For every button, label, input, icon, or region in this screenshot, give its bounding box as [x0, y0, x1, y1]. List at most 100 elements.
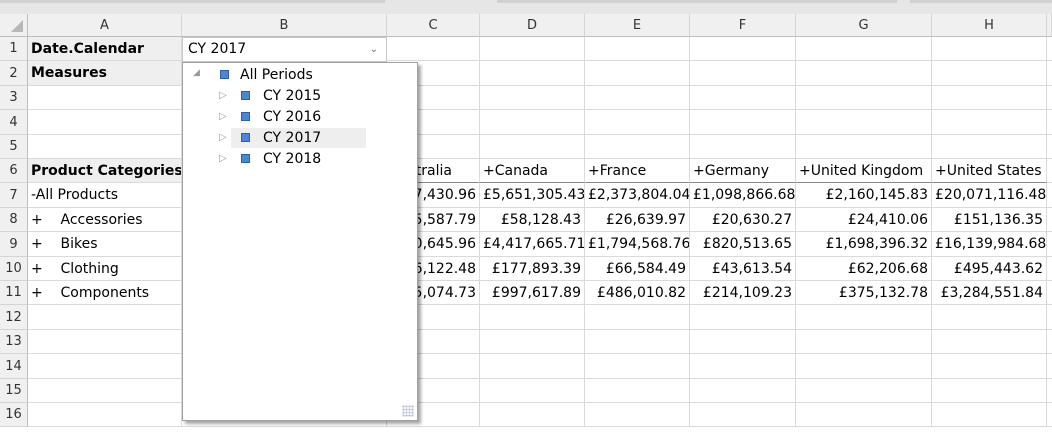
cell[interactable]	[932, 86, 1047, 110]
row-header-2[interactable]: 2	[0, 61, 28, 86]
cell-a2[interactable]: Measures	[28, 61, 182, 86]
cell[interactable]	[796, 37, 932, 61]
cell-e6[interactable]: +France	[585, 159, 690, 183]
cell[interactable]	[1047, 354, 1052, 379]
row-header-6[interactable]: 6	[0, 159, 28, 183]
cell[interactable]	[585, 403, 690, 427]
cell-e10[interactable]: £66,584.49	[585, 257, 690, 281]
cell[interactable]	[585, 110, 690, 135]
cell-d9[interactable]: £4,417,665.71	[480, 232, 585, 257]
cell[interactable]	[1047, 379, 1052, 403]
cell[interactable]	[796, 61, 932, 86]
cell-g11[interactable]: £375,132.78	[796, 281, 932, 305]
cell[interactable]	[1047, 86, 1052, 110]
cell-g8[interactable]: £24,410.06	[796, 208, 932, 232]
cell[interactable]	[480, 86, 585, 110]
cell[interactable]	[1047, 330, 1052, 354]
cell-c11[interactable]: 5,074.73	[387, 281, 480, 305]
cell-a6[interactable]: Product Categories	[28, 159, 182, 183]
cell[interactable]	[387, 379, 480, 403]
select-all-button[interactable]	[0, 14, 28, 37]
cell-e8[interactable]: £26,639.97	[585, 208, 690, 232]
row-header-12[interactable]: 12	[0, 305, 28, 330]
cell[interactable]	[480, 403, 585, 427]
cell-c7[interactable]: 7,430.96	[387, 183, 480, 208]
cell-f6[interactable]: +Germany	[690, 159, 796, 183]
expand-triangle-icon[interactable]: ▷	[219, 132, 227, 143]
expand-triangle-icon[interactable]: ▷	[219, 111, 227, 122]
row-header-8[interactable]: 8	[0, 208, 28, 232]
cell-e11[interactable]: £486,010.82	[585, 281, 690, 305]
cell-a11[interactable]: + Components	[28, 281, 182, 305]
cell[interactable]	[1047, 403, 1052, 427]
tree-item-cy-2015[interactable]: ▷ CY 2015	[219, 86, 366, 106]
cell[interactable]	[796, 110, 932, 135]
column-header-c[interactable]: C	[387, 14, 480, 37]
cell[interactable]	[1047, 208, 1052, 232]
cell-a1[interactable]: Date.Calendar	[28, 37, 182, 61]
column-header-d[interactable]: D	[480, 14, 585, 37]
cell[interactable]	[387, 61, 480, 86]
column-header-next[interactable]	[1047, 14, 1052, 37]
cell[interactable]	[796, 379, 932, 403]
cell[interactable]	[932, 379, 1047, 403]
cell[interactable]	[932, 135, 1047, 159]
cell[interactable]	[387, 86, 480, 110]
cell[interactable]	[28, 110, 182, 135]
cell-h9[interactable]: £16,139,984.68	[932, 232, 1047, 257]
cell-e9[interactable]: £1,794,568.76	[585, 232, 690, 257]
cell-f10[interactable]: £43,613.54	[690, 257, 796, 281]
cell[interactable]	[585, 305, 690, 330]
tree-item-cy-2017[interactable]: ▷ CY 2017	[219, 128, 366, 148]
cell[interactable]	[1047, 183, 1052, 208]
cell[interactable]	[932, 61, 1047, 86]
cell[interactable]	[1047, 305, 1052, 330]
cell-c8[interactable]: 5,587.79	[387, 208, 480, 232]
cell[interactable]	[28, 330, 182, 354]
cell[interactable]	[28, 86, 182, 110]
cell-d7[interactable]: £5,651,305.43	[480, 183, 585, 208]
cell[interactable]	[1047, 281, 1052, 305]
cell[interactable]	[480, 330, 585, 354]
cell[interactable]	[480, 305, 585, 330]
cell[interactable]	[387, 135, 480, 159]
row-header-11[interactable]: 11	[0, 281, 28, 305]
collapse-triangle-icon[interactable]: ◢	[193, 68, 200, 78]
cell[interactable]	[585, 61, 690, 86]
cell-f7[interactable]: £1,098,866.68	[690, 183, 796, 208]
cell[interactable]	[932, 37, 1047, 61]
row-header-13[interactable]: 13	[0, 330, 28, 354]
cell-h10[interactable]: £495,443.62	[932, 257, 1047, 281]
expand-triangle-icon[interactable]: ▷	[219, 153, 227, 164]
cell-a9[interactable]: + Bikes	[28, 232, 182, 257]
cell-a8[interactable]: + Accessories	[28, 208, 182, 232]
cell-f8[interactable]: £20,630.27	[690, 208, 796, 232]
cell[interactable]	[585, 379, 690, 403]
row-header-9[interactable]: 9	[0, 232, 28, 257]
cell[interactable]	[932, 110, 1047, 135]
cell[interactable]	[480, 354, 585, 379]
cell[interactable]	[585, 135, 690, 159]
cell[interactable]	[585, 330, 690, 354]
cell[interactable]	[480, 379, 585, 403]
cell-g6[interactable]: +United Kingdom	[796, 159, 932, 183]
cell[interactable]	[932, 330, 1047, 354]
cell[interactable]	[690, 305, 796, 330]
row-header-1[interactable]: 1	[0, 37, 28, 61]
cell[interactable]	[690, 86, 796, 110]
cell-f11[interactable]: £214,109.23	[690, 281, 796, 305]
cell[interactable]	[28, 135, 182, 159]
cell[interactable]	[1047, 159, 1052, 183]
cell[interactable]	[932, 403, 1047, 427]
cell-g7[interactable]: £2,160,145.83	[796, 183, 932, 208]
row-header-15[interactable]: 15	[0, 379, 28, 403]
cell[interactable]	[690, 379, 796, 403]
cell[interactable]	[28, 379, 182, 403]
column-header-b[interactable]: B	[182, 14, 387, 37]
cell-a10[interactable]: + Clothing	[28, 257, 182, 281]
cell[interactable]	[387, 110, 480, 135]
column-header-h[interactable]: H	[932, 14, 1047, 37]
cell[interactable]	[387, 305, 480, 330]
cell[interactable]	[480, 61, 585, 86]
cell[interactable]	[480, 135, 585, 159]
